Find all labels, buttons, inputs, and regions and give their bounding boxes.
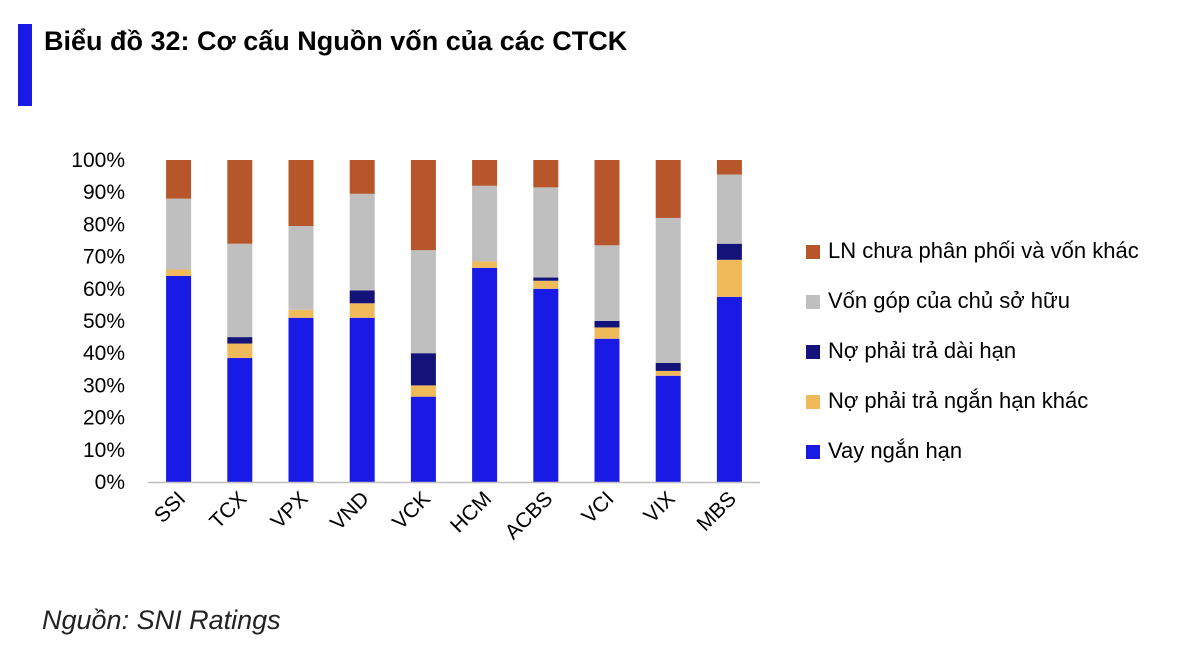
bar-segment <box>533 187 559 278</box>
bar-segment <box>227 337 253 344</box>
bar-segment <box>227 358 253 482</box>
y-tick-label: 70% <box>83 246 125 269</box>
bar-segment <box>655 375 681 482</box>
bar-segment <box>227 343 253 359</box>
legend-item: Nợ phải trả dài hạn <box>806 336 1196 366</box>
bar-segment <box>533 288 559 482</box>
y-tick-label: 30% <box>83 374 125 397</box>
x-tick-label: VND <box>326 487 374 535</box>
source-note: Nguồn: SNI Ratings <box>42 605 281 635</box>
bar-segment <box>166 198 192 270</box>
bar-segment <box>410 396 436 482</box>
bar-segment <box>594 327 620 339</box>
legend-item: Vay ngắn hạn <box>806 436 1196 466</box>
y-tick-label: 10% <box>83 439 125 462</box>
y-tick-label: 0% <box>95 471 125 494</box>
bar-segment <box>349 160 375 194</box>
bar-segment <box>288 309 314 318</box>
y-tick-label: 40% <box>83 342 125 365</box>
y-tick-label: 50% <box>83 310 125 333</box>
bar-segment <box>533 277 559 281</box>
title-accent-bar <box>18 24 32 106</box>
bar-segment <box>655 217 681 363</box>
bar-segment <box>716 259 742 297</box>
bar-segment <box>716 296 742 482</box>
y-tick-label: 60% <box>83 278 125 301</box>
bar-segment <box>349 317 375 482</box>
legend-label: LN chưa phân phối và vốn khác <box>828 238 1139 263</box>
legend-item: Vốn góp của chủ sở hữu <box>806 286 1196 316</box>
x-tick-label: VCK <box>388 487 435 534</box>
bar-segment <box>655 160 681 218</box>
bar-segment <box>594 160 620 246</box>
bar-segment <box>655 362 681 371</box>
bar-segment <box>288 226 314 310</box>
bar-segment <box>288 160 314 227</box>
legend-label: Vay ngắn hạn <box>828 438 963 463</box>
bar-segment <box>410 250 436 354</box>
bar-segment <box>349 303 375 318</box>
bar-segment <box>227 243 253 338</box>
legend-item: LN chưa phân phối và vốn khác <box>806 236 1196 266</box>
bar-segment <box>716 174 742 244</box>
y-tick-label: 100% <box>71 149 125 172</box>
x-tick-label: MBS <box>692 487 740 535</box>
bar-segment <box>655 370 681 376</box>
bar-segment <box>166 160 192 199</box>
bar-segment <box>166 275 192 482</box>
legend-swatch <box>806 445 820 459</box>
chart-title: Biểu đồ 32: Cơ cấu Nguồn vốn của các CTC… <box>44 26 628 56</box>
x-tick-label: ACBS <box>501 487 558 544</box>
legend-label: Vốn góp của chủ sở hữu <box>828 288 1070 313</box>
bar-segment <box>472 185 498 262</box>
bar-segment <box>410 160 436 251</box>
legend-swatch <box>806 245 820 259</box>
bar-segment <box>472 261 498 268</box>
x-tick-label: SSI <box>150 487 190 527</box>
y-tick-label: 90% <box>83 181 125 204</box>
x-tick-label: VIX <box>640 487 680 527</box>
bar-segment <box>410 385 436 397</box>
legend-label: Nợ phải trả ngắn hạn khác <box>828 388 1089 413</box>
bar-segment <box>533 160 559 188</box>
legend-label: Nợ phải trả dài hạn <box>828 338 1017 363</box>
bar-segment <box>594 321 620 328</box>
x-tick-label: VCI <box>578 487 619 528</box>
bar-segment <box>410 353 436 386</box>
y-tick-label: 80% <box>83 213 125 236</box>
bar-segment <box>349 193 375 291</box>
legend-swatch <box>806 345 820 359</box>
bar-segment <box>594 245 620 321</box>
bar-segment <box>472 160 498 186</box>
x-tick-label: HCM <box>446 487 496 537</box>
x-tick-label: TCX <box>205 487 251 533</box>
bar-segment <box>716 243 742 260</box>
bar-segment <box>166 269 192 276</box>
bar-segment <box>472 267 498 482</box>
bar-segment <box>716 160 742 175</box>
y-tick-label: 20% <box>83 407 125 430</box>
bar-segment <box>533 280 559 289</box>
legend-swatch <box>806 395 820 409</box>
bar-segment <box>594 338 620 482</box>
bar-segment <box>349 290 375 304</box>
x-tick-label: VPX <box>267 487 313 533</box>
legend-swatch <box>806 295 820 309</box>
legend-item: Nợ phải trả ngắn hạn khác <box>806 386 1196 416</box>
bar-segment <box>288 317 314 482</box>
bar-segment <box>227 160 253 244</box>
